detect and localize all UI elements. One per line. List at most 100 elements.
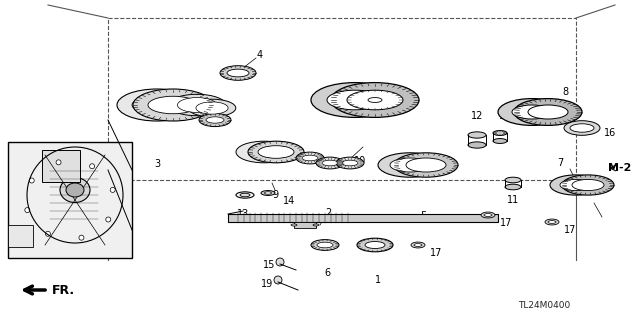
Ellipse shape	[411, 242, 425, 248]
Ellipse shape	[342, 160, 358, 166]
Text: 5: 5	[420, 211, 426, 221]
Ellipse shape	[336, 157, 364, 169]
Ellipse shape	[188, 99, 236, 117]
Bar	[228, 214, 498, 222]
Ellipse shape	[258, 146, 294, 158]
Ellipse shape	[484, 214, 492, 216]
Ellipse shape	[177, 98, 216, 112]
Ellipse shape	[313, 224, 319, 226]
Ellipse shape	[236, 192, 254, 198]
Text: 12: 12	[471, 111, 483, 121]
Text: FR.: FR.	[52, 284, 75, 296]
Text: 9: 9	[272, 190, 278, 200]
Ellipse shape	[60, 177, 90, 203]
Ellipse shape	[468, 132, 486, 138]
Text: 14: 14	[283, 196, 295, 206]
Ellipse shape	[199, 113, 231, 127]
Circle shape	[79, 235, 84, 240]
Ellipse shape	[572, 179, 604, 190]
Ellipse shape	[317, 242, 333, 248]
Ellipse shape	[322, 160, 338, 166]
Text: 6: 6	[324, 268, 330, 278]
Ellipse shape	[302, 155, 318, 161]
Ellipse shape	[357, 238, 393, 252]
Ellipse shape	[248, 141, 304, 163]
Ellipse shape	[311, 240, 339, 250]
Text: 18: 18	[499, 111, 511, 121]
Ellipse shape	[316, 157, 344, 169]
Circle shape	[110, 187, 115, 192]
Ellipse shape	[390, 158, 430, 172]
Ellipse shape	[66, 183, 84, 197]
Ellipse shape	[498, 99, 566, 125]
Ellipse shape	[291, 224, 297, 226]
Circle shape	[90, 164, 95, 169]
Ellipse shape	[206, 117, 224, 123]
Ellipse shape	[132, 96, 182, 114]
Circle shape	[29, 178, 34, 183]
Text: 17: 17	[564, 225, 577, 235]
Text: 17: 17	[430, 248, 442, 258]
Text: 13: 13	[237, 209, 249, 219]
Circle shape	[45, 231, 51, 236]
Text: 7: 7	[557, 158, 563, 168]
Ellipse shape	[548, 221, 556, 223]
Ellipse shape	[220, 66, 256, 80]
Circle shape	[25, 208, 30, 212]
Ellipse shape	[505, 177, 521, 183]
Ellipse shape	[505, 184, 521, 190]
Text: 15: 15	[262, 260, 275, 270]
Ellipse shape	[414, 244, 422, 246]
Text: 1: 1	[375, 275, 381, 285]
Ellipse shape	[562, 175, 614, 195]
Ellipse shape	[514, 99, 582, 125]
Ellipse shape	[133, 89, 213, 121]
Text: 19: 19	[260, 279, 273, 289]
Circle shape	[274, 276, 282, 284]
Bar	[8, 225, 33, 247]
Ellipse shape	[528, 105, 568, 119]
Text: 4: 4	[257, 50, 263, 60]
Text: TL24M0400: TL24M0400	[518, 300, 570, 309]
Ellipse shape	[227, 69, 249, 77]
Ellipse shape	[331, 83, 419, 117]
Ellipse shape	[347, 90, 403, 110]
Text: 17: 17	[500, 218, 513, 228]
Circle shape	[106, 217, 111, 222]
Ellipse shape	[327, 90, 383, 110]
Ellipse shape	[481, 212, 495, 218]
Bar	[108, 18, 576, 180]
Ellipse shape	[493, 138, 507, 144]
Ellipse shape	[240, 193, 250, 197]
Ellipse shape	[296, 152, 324, 164]
Bar	[294, 222, 316, 228]
Ellipse shape	[148, 96, 198, 114]
Ellipse shape	[512, 105, 552, 119]
Ellipse shape	[564, 121, 600, 135]
Ellipse shape	[168, 94, 226, 116]
Ellipse shape	[365, 241, 385, 249]
Ellipse shape	[311, 83, 399, 117]
Ellipse shape	[264, 192, 271, 194]
Text: 16: 16	[604, 128, 616, 138]
Ellipse shape	[394, 153, 458, 177]
Ellipse shape	[493, 130, 507, 136]
Ellipse shape	[468, 142, 486, 148]
Ellipse shape	[570, 124, 594, 132]
Text: 11: 11	[507, 195, 519, 205]
Text: M-2: M-2	[608, 163, 632, 173]
Ellipse shape	[261, 190, 275, 196]
Circle shape	[56, 160, 61, 165]
Ellipse shape	[378, 153, 442, 177]
Ellipse shape	[117, 89, 197, 121]
Ellipse shape	[196, 102, 228, 114]
Bar	[8, 142, 132, 258]
Ellipse shape	[545, 219, 559, 225]
Ellipse shape	[560, 179, 592, 190]
Text: 3: 3	[154, 159, 160, 169]
Ellipse shape	[406, 158, 446, 172]
Text: 2: 2	[325, 208, 331, 218]
Text: 8: 8	[562, 87, 568, 97]
Ellipse shape	[236, 141, 292, 163]
Ellipse shape	[550, 175, 602, 195]
